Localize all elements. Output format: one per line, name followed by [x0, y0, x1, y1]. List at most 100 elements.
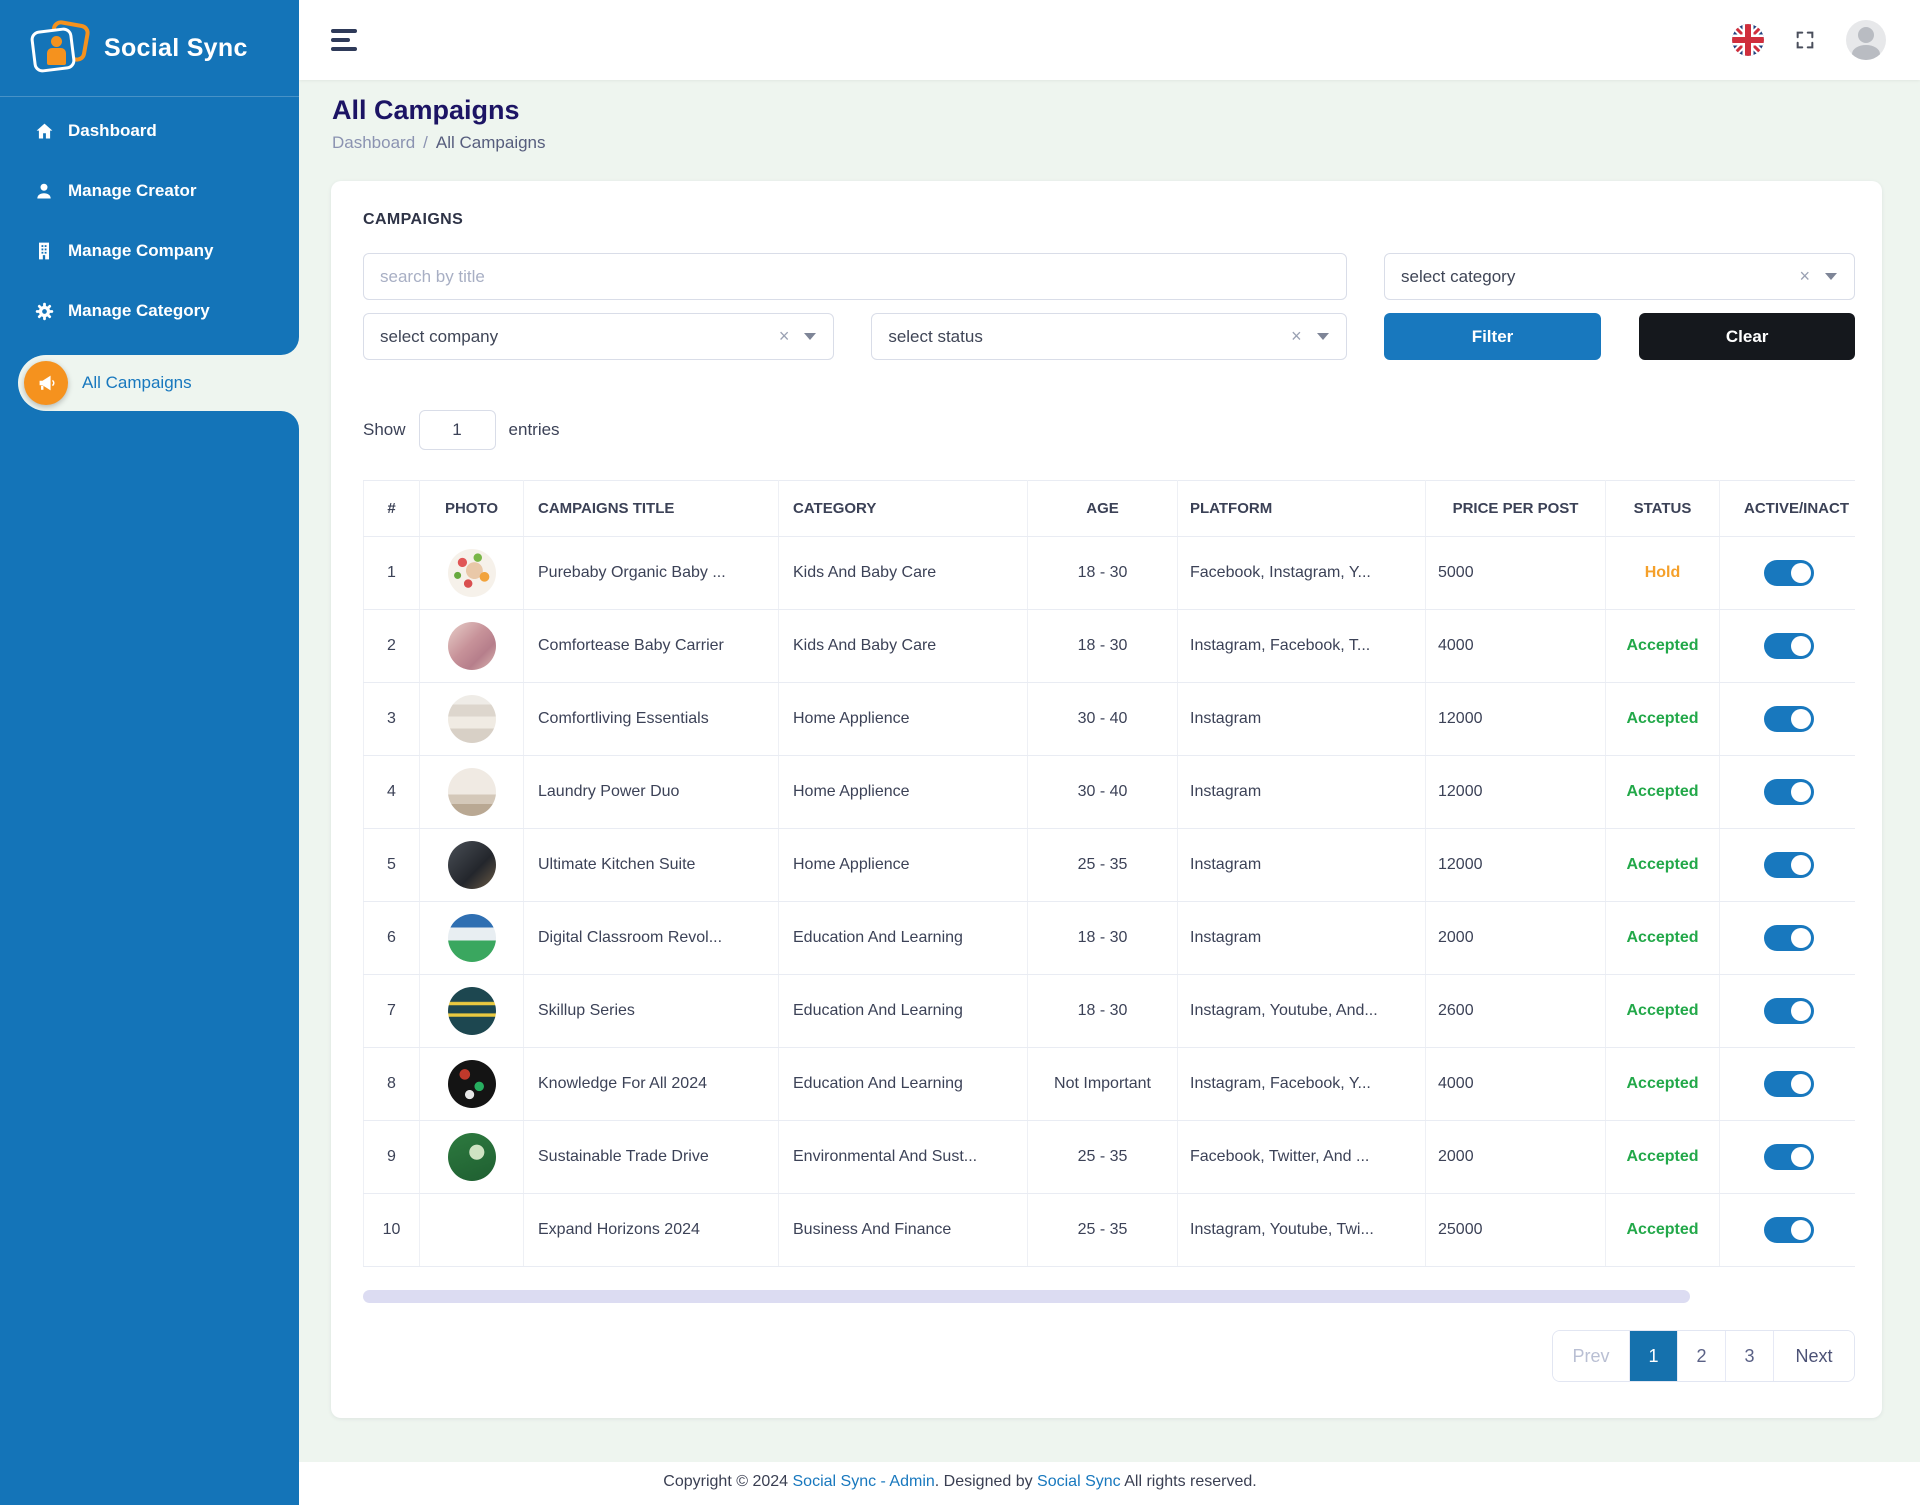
table-row: 2 Comfortease Baby Carrier Kids And Baby… — [363, 609, 1855, 683]
active-toggle[interactable] — [1763, 998, 1814, 1024]
breadcrumb: Dashboard / All Campaigns — [332, 133, 1920, 153]
pagination-prev[interactable]: Prev — [1553, 1331, 1630, 1381]
filter-button[interactable]: Filter — [1383, 313, 1602, 360]
language-uk-flag-icon[interactable] — [1732, 24, 1764, 56]
campaign-title: Expand Horizons 2024 — [523, 1193, 779, 1267]
copyright-text: Copyright © 2024 Social Sync - Admin. De… — [663, 1473, 1257, 1490]
col-header-status: STATUS — [1605, 480, 1720, 537]
active-toggle[interactable] — [1763, 706, 1814, 732]
active-toggle[interactable] — [1763, 1071, 1814, 1097]
col-header-age: AGE — [1027, 480, 1178, 537]
clear-button[interactable]: Clear — [1639, 313, 1855, 360]
campaign-photo — [447, 1060, 496, 1108]
sidebar: Social Sync Dashboard Manage Creator Man… — [0, 0, 299, 1505]
breadcrumb-dashboard-link[interactable]: Dashboard — [332, 133, 416, 152]
active-toggle[interactable] — [1763, 852, 1814, 878]
campaign-photo — [447, 1133, 496, 1181]
horizontal-scrollbar — [363, 1290, 1855, 1303]
campaign-title: Laundry Power Duo — [523, 755, 779, 829]
sidebar-item-dashboard[interactable]: Dashboard — [0, 103, 299, 159]
campaign-title: Purebaby Organic Baby ... — [523, 536, 779, 610]
status-badge: Accepted — [1605, 682, 1720, 756]
campaign-photo — [447, 841, 496, 889]
status-badge: Hold — [1605, 536, 1720, 610]
col-header-price: PRICE PER POST — [1425, 480, 1606, 537]
active-toggle[interactable] — [1763, 925, 1814, 951]
status-badge: Accepted — [1605, 828, 1720, 902]
clear-category-icon[interactable]: × — [1799, 266, 1810, 286]
col-header-active: ACTIVE/INACT — [1719, 480, 1855, 537]
sidebar-item-manage-creator[interactable]: Manage Creator — [0, 163, 299, 219]
show-label: Show — [363, 420, 406, 439]
company-select[interactable]: select company × — [363, 313, 835, 360]
brand-name: Social Sync — [104, 33, 248, 62]
active-toggle[interactable] — [1763, 560, 1814, 586]
campaign-photo — [447, 549, 496, 597]
campaign-photo — [447, 768, 496, 816]
campaign-title: Digital Classroom Revol... — [523, 901, 779, 975]
pagination-next[interactable]: Next — [1774, 1331, 1854, 1381]
table-row: 1 Purebaby Organic Baby ... Kids And Bab… — [363, 536, 1855, 610]
breadcrumb-current: All Campaigns — [435, 133, 546, 152]
sidebar-item-manage-company[interactable]: Manage Company — [0, 223, 299, 279]
hamburger-menu-icon[interactable] — [331, 29, 357, 51]
col-header-platform: PLATFORM — [1177, 480, 1426, 537]
table-row: 6 Digital Classroom Revol... Education A… — [363, 901, 1855, 975]
entries-count-input[interactable] — [418, 410, 496, 450]
footer-brand-link[interactable]: Social Sync — [1037, 1473, 1121, 1490]
campaign-title: Ultimate Kitchen Suite — [523, 828, 779, 902]
status-badge: Accepted — [1605, 974, 1720, 1048]
user-avatar[interactable] — [1846, 20, 1886, 60]
sidebar-item-manage-category[interactable]: Manage Category — [0, 283, 299, 339]
home-icon — [33, 120, 55, 142]
table-row: 4 Laundry Power Duo Home Applience 30 - … — [363, 755, 1855, 829]
status-select[interactable]: select status × — [871, 313, 1347, 360]
pagination-page-2[interactable]: 2 — [1678, 1331, 1726, 1381]
search-input-wrap — [363, 253, 1347, 300]
table-row: 3 Comfortliving Essentials Home Applienc… — [363, 682, 1855, 756]
card-heading: CAMPAIGNS — [363, 211, 464, 228]
col-header-num: # — [363, 480, 420, 537]
breadcrumb-separator: / — [423, 133, 428, 152]
fullscreen-icon[interactable] — [1794, 29, 1816, 51]
pagination-page-3[interactable]: 3 — [1726, 1331, 1774, 1381]
table-row: 9 Sustainable Trade Drive Environmental … — [363, 1120, 1855, 1194]
megaphone-icon — [24, 361, 68, 405]
chevron-down-icon — [804, 333, 817, 340]
table-row: 5 Ultimate Kitchen Suite Home Applience … — [363, 828, 1855, 902]
campaign-title: Comfortease Baby Carrier — [523, 609, 779, 683]
pagination-page-1[interactable]: 1 — [1630, 1331, 1678, 1381]
horizontal-scrollbar-thumb[interactable] — [363, 1290, 1690, 1303]
sidebar-nav: Dashboard Manage Creator Manage Company — [0, 103, 299, 411]
footer-admin-link[interactable]: Social Sync - Admin — [792, 1473, 935, 1490]
topbar — [299, 0, 1920, 80]
status-badge: Accepted — [1605, 755, 1720, 829]
search-title-input[interactable] — [380, 266, 1330, 287]
table-row: 10 Expand Horizons 2024 Business And Fin… — [363, 1193, 1855, 1267]
user-icon — [33, 180, 55, 202]
col-header-title: CAMPAIGNS TITLE — [523, 480, 779, 537]
filters: select category × select company × selec… — [363, 253, 1855, 360]
clear-status-icon[interactable]: × — [1291, 326, 1302, 346]
col-header-photo: PHOTO — [419, 480, 524, 537]
campaigns-table: # PHOTO CAMPAIGNS TITLE CATEGORY AGE PLA… — [363, 480, 1855, 1267]
active-toggle[interactable] — [1763, 633, 1814, 659]
status-badge: Accepted — [1605, 1120, 1720, 1194]
footer: Copyright © 2024 Social Sync - Admin. De… — [299, 1462, 1920, 1505]
status-badge: Accepted — [1605, 1193, 1720, 1267]
active-toggle[interactable] — [1763, 1144, 1814, 1170]
status-badge: Accepted — [1605, 1047, 1720, 1121]
active-toggle[interactable] — [1763, 779, 1814, 805]
pagination: Prev 1 2 3 Next — [1552, 1330, 1855, 1382]
campaign-title: Comfortliving Essentials — [523, 682, 779, 756]
brand-logo[interactable]: Social Sync — [0, 0, 299, 97]
show-entries: Show entries — [363, 410, 1855, 450]
clear-company-icon[interactable]: × — [778, 326, 790, 346]
active-toggle[interactable] — [1763, 1217, 1814, 1243]
category-select[interactable]: select category × — [1384, 253, 1855, 300]
campaign-title: Skillup Series — [523, 974, 779, 1048]
chevron-down-icon — [1316, 333, 1329, 340]
status-badge: Accepted — [1605, 901, 1720, 975]
campaign-photo — [447, 695, 496, 743]
sidebar-item-all-campaigns[interactable]: All Campaigns — [18, 355, 299, 411]
